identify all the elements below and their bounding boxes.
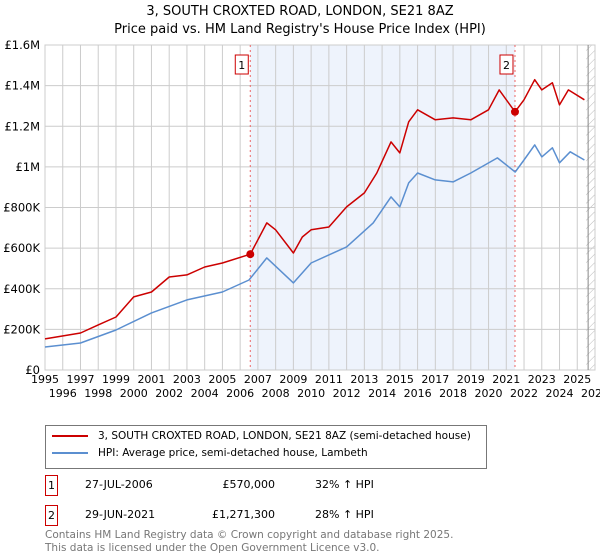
sale-price: £570,000: [222, 478, 276, 491]
sale-date: 29-JUN-2021: [85, 508, 156, 521]
x-tick-label: 1995: [31, 373, 59, 386]
y-tick-label: £1.2M: [4, 119, 40, 133]
x-tick-label: 2012: [333, 387, 361, 400]
x-tick-label: 2025: [563, 373, 591, 386]
x-tick-label: 2026: [581, 387, 600, 400]
x-tick-label: 2024: [546, 387, 574, 400]
y-tick-label: £1.4M: [4, 79, 40, 93]
x-tick-label: 2019: [457, 373, 485, 386]
x-tick-label: 2008: [262, 387, 290, 400]
legend-label-property: 3, SOUTH CROXTED ROAD, LONDON, SE21 8AZ …: [98, 430, 471, 442]
x-tick-label: 2004: [191, 387, 219, 400]
hpi-diff: 32% ↑ HPI: [315, 478, 374, 491]
legend-blue-line: [52, 452, 88, 454]
y-tick-label: £1M: [15, 160, 40, 174]
x-tick-label: 2010: [297, 387, 325, 400]
x-tick-label: 2001: [137, 373, 165, 386]
legend-red-line: [52, 435, 88, 437]
subtitle-line: Price paid vs. HM Land Registry's House …: [114, 22, 486, 37]
x-tick-label: 2018: [439, 387, 467, 400]
legend: 3, SOUTH CROXTED ROAD, LONDON, SE21 8AZ …: [45, 425, 487, 469]
sale-point: [510, 107, 519, 116]
x-tick-label: 2021: [492, 373, 520, 386]
sale-date: 27-JUL-2006: [85, 478, 153, 491]
x-tick-label: 2016: [404, 387, 432, 400]
x-tick-label: 2005: [208, 373, 236, 386]
y-tick-label: £0: [25, 363, 40, 377]
x-tick-label: 2017: [421, 373, 449, 386]
x-tick-label: 2000: [120, 387, 148, 400]
footer-line: This data is licensed under the Open Gov…: [45, 542, 380, 554]
x-tick-label: 2023: [528, 373, 556, 386]
x-tick-label: 2014: [368, 387, 396, 400]
x-tick-label: 2015: [386, 373, 414, 386]
chart-title: 3, SOUTH CROXTED ROAD, LONDON, SE21 8AZ …: [0, 3, 600, 39]
y-tick-label: £800K: [3, 201, 40, 215]
chart: 1995199619971998199920002001200220032004…: [3, 38, 600, 400]
plot-frame: [44, 44, 596, 371]
sale-marker-label: 2: [503, 59, 510, 72]
x-tick-label: 2006: [226, 387, 254, 400]
x-tick-label: 1997: [66, 373, 94, 386]
marker-badge: 1: [45, 475, 58, 496]
sale-price: £1,271,300: [212, 508, 275, 521]
sale-marker-box: [499, 54, 514, 75]
y-tick-label: £200K: [3, 322, 40, 336]
series-line: [44, 144, 585, 348]
x-tick-label: 1998: [84, 387, 112, 400]
y-tick-label: £600K: [3, 241, 40, 255]
legend-label-hpi: HPI: Average price, semi-detached house,…: [98, 447, 368, 459]
x-tick-label: 2022: [510, 387, 538, 400]
x-tick-label: 2003: [173, 373, 201, 386]
x-tick-label: 1996: [49, 387, 77, 400]
title-line: 3, SOUTH CROXTED ROAD, LONDON, SE21 8AZ: [146, 4, 454, 19]
x-tick-label: 2007: [244, 373, 272, 386]
series-line: [44, 78, 585, 340]
x-tick-label: 2002: [155, 387, 183, 400]
x-tick-label: 1999: [102, 373, 130, 386]
sale-marker-label: 1: [238, 59, 245, 72]
table-row: 1 27-JUL-2006 £570,000 32% ↑ HPI: [45, 475, 445, 496]
y-tick-label: £1.6M: [4, 38, 40, 52]
x-tick-label: 2020: [475, 387, 503, 400]
hpi-diff: 28% ↑ HPI: [315, 508, 374, 521]
x-tick-label: 2011: [315, 373, 343, 386]
x-tick-label: 2013: [350, 373, 378, 386]
x-tick-label: 2009: [279, 373, 307, 386]
footer: Contains HM Land Registry data © Crown c…: [45, 529, 453, 555]
sale-point: [246, 250, 255, 259]
sale-marker-box: [234, 54, 249, 75]
marker-badge: 2: [45, 505, 58, 526]
footer-line: Contains HM Land Registry data © Crown c…: [45, 529, 454, 541]
table-row: 2 29-JUN-2021 £1,271,300 28% ↑ HPI: [45, 505, 445, 526]
y-tick-label: £400K: [3, 282, 40, 296]
